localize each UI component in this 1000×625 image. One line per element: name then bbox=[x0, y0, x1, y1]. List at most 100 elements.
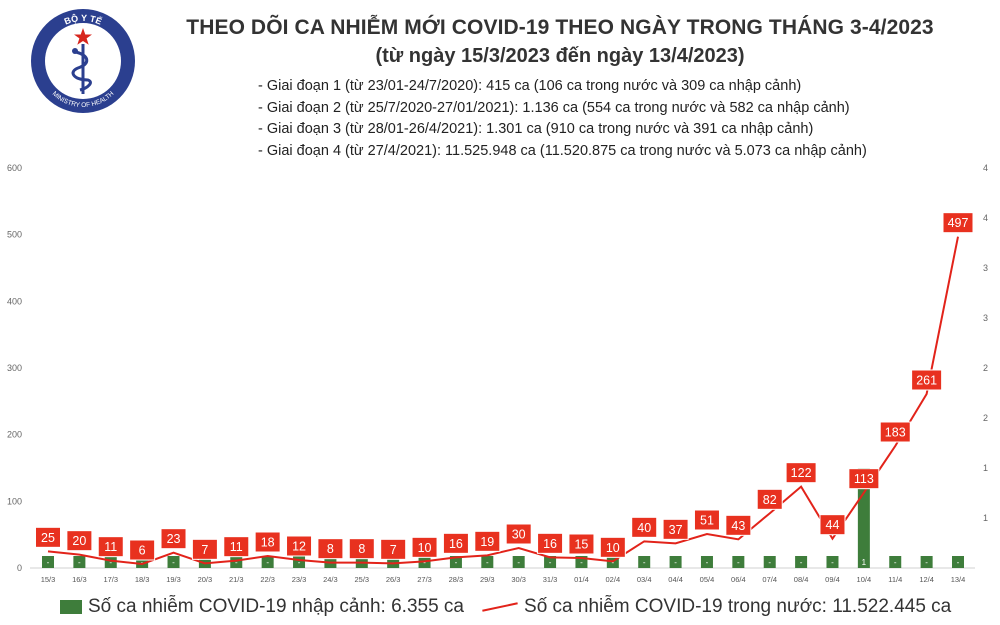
left-axis-tick-label: 400 bbox=[7, 296, 22, 306]
imported-bar-label: - bbox=[517, 558, 520, 567]
x-axis-tick-label: 15/3 bbox=[41, 575, 56, 584]
domestic-data-label: 82 bbox=[763, 493, 777, 507]
x-axis-tick-label: 26/3 bbox=[386, 575, 401, 584]
x-axis-tick-label: 23/3 bbox=[292, 575, 307, 584]
x-axis-tick-label: 07/4 bbox=[762, 575, 777, 584]
legend-imported-label: Số ca nhiễm COVID-19 nhập cảnh: 6.355 ca bbox=[88, 596, 465, 617]
domestic-data-label-box bbox=[97, 536, 124, 558]
imported-bar bbox=[261, 556, 274, 568]
imported-bar bbox=[449, 556, 462, 568]
imported-bar bbox=[763, 556, 776, 568]
domestic-data-label: 261 bbox=[916, 374, 937, 388]
imported-bar-label: - bbox=[172, 558, 175, 567]
left-axis-tick-label: 500 bbox=[7, 230, 22, 240]
left-axis-tick-label: 100 bbox=[7, 496, 22, 506]
imported-bar-label: - bbox=[925, 558, 928, 567]
imported-bar-label: - bbox=[235, 558, 238, 567]
x-axis-tick-label: 18/3 bbox=[135, 575, 150, 584]
x-axis-tick-label: 28/3 bbox=[449, 575, 464, 584]
domestic-data-label: 7 bbox=[390, 543, 397, 557]
right-axis-tick-label: 3 bbox=[983, 263, 988, 273]
right-axis-tick-label: 3 bbox=[983, 313, 988, 323]
left-axis-tick-label: 600 bbox=[7, 163, 22, 173]
imported-bar bbox=[669, 556, 682, 568]
x-axis-tick-label: 19/3 bbox=[166, 575, 181, 584]
domestic-data-label-box bbox=[911, 369, 943, 391]
domestic-data-label-box bbox=[631, 516, 658, 538]
domestic-data-label-box bbox=[411, 536, 438, 558]
imported-bar bbox=[42, 556, 54, 568]
domestic-data-label-box bbox=[756, 488, 783, 510]
period-item-2: Giai đoạn 2 (từ 25/7/2020-27/01/2021): 1… bbox=[258, 98, 978, 120]
imported-bar-label: - bbox=[580, 558, 583, 567]
imported-bar bbox=[952, 556, 964, 568]
domestic-data-label: 40 bbox=[637, 521, 651, 535]
imported-bar bbox=[104, 556, 117, 568]
x-axis-tick-label: 31/3 bbox=[543, 575, 558, 584]
imported-bar-label: - bbox=[486, 558, 489, 567]
domestic-series-line bbox=[47, 236, 959, 566]
legend-domestic-swatch bbox=[482, 602, 518, 612]
domestic-data-label-box bbox=[819, 514, 846, 536]
domestic-data-label-box bbox=[599, 536, 626, 558]
left-axis-tick-label: 300 bbox=[7, 363, 22, 373]
domestic-data-label: 44 bbox=[826, 518, 840, 532]
domestic-data-label-box bbox=[505, 523, 532, 545]
domestic-data-label: 8 bbox=[358, 542, 365, 556]
x-axis-tick-label: 06/4 bbox=[731, 575, 746, 584]
x-axis-tick-label: 17/3 bbox=[103, 575, 118, 584]
imported-bar-label: - bbox=[298, 558, 301, 567]
ministry-of-health-logo: BỘ Y TẾ MINISTRY OF HEALTH bbox=[31, 9, 135, 113]
imported-bar bbox=[889, 556, 902, 568]
domestic-data-label: 122 bbox=[791, 466, 812, 480]
domestic-data-label-box bbox=[474, 530, 501, 552]
imported-bar-label: - bbox=[674, 558, 677, 567]
x-axis-tick-label: 09/4 bbox=[825, 575, 840, 584]
domestic-data-label-box bbox=[568, 533, 595, 555]
domestic-data-label-box bbox=[725, 514, 752, 536]
imported-bar-label: - bbox=[47, 558, 50, 567]
imported-bar-label: - bbox=[831, 558, 834, 567]
imported-bar-label: - bbox=[611, 558, 614, 567]
imported-bar-label: - bbox=[423, 558, 426, 567]
right-axis-tick-label: 2 bbox=[983, 363, 988, 373]
period-summary-list: Giai đoạn 1 (từ 23/01-24/7/2020): 415 ca… bbox=[258, 76, 978, 162]
imported-bar-label: - bbox=[266, 558, 269, 567]
x-axis-tick-label: 29/3 bbox=[480, 575, 495, 584]
x-axis-tick-label: 27/3 bbox=[417, 575, 432, 584]
imported-bar bbox=[732, 556, 745, 568]
imported-bar-label: - bbox=[768, 558, 771, 567]
domestic-data-label-box bbox=[129, 539, 156, 561]
domestic-data-label-box bbox=[66, 530, 93, 552]
imported-bar bbox=[700, 556, 713, 568]
domestic-data-label-box bbox=[380, 538, 407, 560]
right-axis-tick-label: 1 bbox=[983, 513, 988, 523]
x-axis-tick-label: 11/4 bbox=[888, 575, 902, 584]
domestic-data-label: 16 bbox=[543, 537, 557, 551]
imported-bar-label: - bbox=[800, 558, 803, 567]
imported-bar bbox=[638, 556, 651, 568]
imported-bar-label: - bbox=[141, 558, 144, 567]
right-axis-tick-label: 2 bbox=[983, 413, 988, 423]
x-axis-tick-label: 12/4 bbox=[919, 575, 934, 584]
domestic-data-label: 7 bbox=[201, 543, 208, 557]
domestic-data-label: 11 bbox=[230, 540, 243, 554]
domestic-data-label: 10 bbox=[606, 541, 620, 555]
domestic-data-label-box bbox=[662, 518, 689, 540]
domestic-data-label-box bbox=[848, 468, 880, 490]
domestic-data-label-box bbox=[191, 538, 218, 560]
domestic-data-label: 25 bbox=[41, 531, 55, 545]
imported-bar bbox=[920, 556, 933, 568]
x-axis-tick-label: 13/4 bbox=[951, 575, 966, 584]
imported-bar-label: - bbox=[455, 558, 458, 567]
right-axis-tick-label: 4 bbox=[983, 163, 988, 173]
domestic-data-label-box bbox=[348, 538, 375, 560]
domestic-data-label: 18 bbox=[261, 536, 275, 550]
domestic-data-label: 11 bbox=[104, 540, 117, 554]
domestic-data-label: 23 bbox=[167, 532, 181, 546]
imported-bar-label: - bbox=[78, 558, 81, 567]
domestic-data-label-box bbox=[693, 509, 720, 531]
x-axis-tick-label: 20/3 bbox=[198, 575, 213, 584]
domestic-data-label: 8 bbox=[327, 542, 334, 556]
